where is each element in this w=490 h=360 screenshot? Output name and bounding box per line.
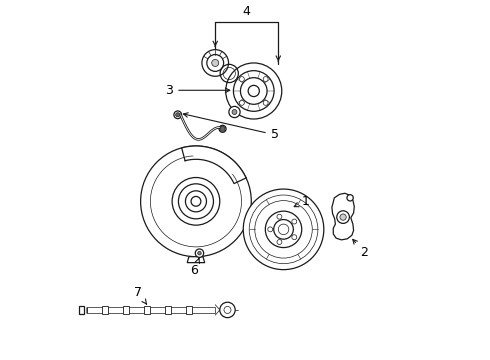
Circle shape: [278, 224, 289, 235]
Circle shape: [175, 113, 180, 117]
Polygon shape: [332, 193, 354, 240]
Circle shape: [226, 63, 282, 119]
Circle shape: [141, 146, 251, 257]
Circle shape: [292, 235, 297, 240]
Circle shape: [347, 195, 353, 201]
Circle shape: [265, 211, 302, 248]
Text: 3: 3: [165, 84, 230, 97]
Circle shape: [277, 214, 282, 219]
Circle shape: [337, 211, 349, 224]
Circle shape: [263, 100, 268, 105]
Polygon shape: [123, 306, 129, 314]
Polygon shape: [165, 306, 171, 314]
Circle shape: [268, 227, 272, 232]
Polygon shape: [102, 306, 108, 314]
Circle shape: [172, 177, 220, 225]
Circle shape: [197, 251, 201, 255]
Polygon shape: [187, 257, 205, 263]
Text: 2: 2: [353, 239, 368, 258]
Text: 4: 4: [243, 5, 251, 18]
Polygon shape: [87, 307, 215, 313]
Circle shape: [207, 55, 223, 71]
Circle shape: [255, 201, 312, 258]
Circle shape: [220, 126, 225, 131]
Circle shape: [240, 100, 245, 105]
Circle shape: [340, 214, 346, 220]
Circle shape: [185, 191, 206, 212]
Circle shape: [178, 184, 214, 219]
Circle shape: [195, 249, 204, 257]
Circle shape: [248, 85, 259, 96]
Circle shape: [212, 59, 219, 67]
Circle shape: [220, 302, 235, 318]
Circle shape: [191, 197, 201, 206]
Circle shape: [241, 78, 267, 104]
Circle shape: [229, 107, 240, 118]
Circle shape: [232, 109, 237, 114]
Text: 6: 6: [190, 258, 199, 278]
Circle shape: [274, 220, 294, 239]
Text: 1: 1: [294, 195, 309, 208]
Circle shape: [263, 77, 268, 82]
Circle shape: [249, 195, 318, 264]
Circle shape: [202, 50, 228, 76]
Polygon shape: [182, 146, 246, 184]
Polygon shape: [144, 306, 150, 314]
Text: 5: 5: [183, 113, 279, 141]
Circle shape: [243, 189, 324, 270]
Polygon shape: [78, 306, 84, 314]
Polygon shape: [186, 306, 192, 314]
Circle shape: [292, 219, 297, 224]
Circle shape: [150, 156, 242, 247]
Circle shape: [240, 77, 245, 82]
Text: 7: 7: [134, 286, 147, 304]
Circle shape: [277, 239, 282, 244]
Circle shape: [224, 306, 231, 314]
Circle shape: [233, 71, 274, 111]
